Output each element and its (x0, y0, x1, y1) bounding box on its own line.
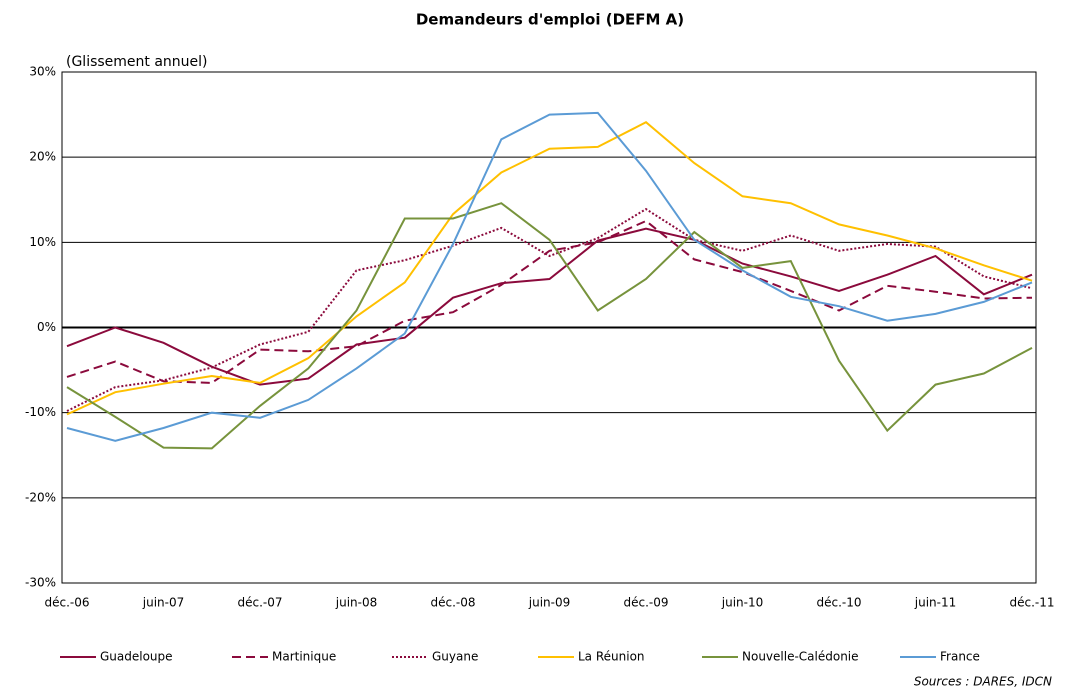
series-line (66, 202, 1033, 450)
x-tick-label: déc.-11 (1009, 596, 1054, 610)
y-tick-label: 30% (29, 65, 56, 79)
x-tick-label: juin-07 (142, 596, 184, 610)
y-tick-label: 20% (29, 150, 56, 164)
legend-label: Nouvelle-Calédonie (742, 650, 859, 664)
y-axis-label: (Glissement annuel) (66, 54, 208, 70)
series-line (66, 111, 1033, 442)
y-tick-label: -20% (25, 490, 56, 504)
x-tick-label: juin-08 (335, 596, 377, 610)
x-tick-label: déc.-07 (237, 596, 282, 610)
legend-label: France (940, 650, 980, 664)
x-tick-label: juin-09 (528, 596, 570, 610)
x-tick-label: juin-11 (914, 596, 956, 610)
x-tick-label: déc.-08 (430, 596, 475, 610)
x-tick-label: juin-10 (721, 596, 763, 610)
series-line (66, 227, 1033, 386)
y-tick-label: -30% (25, 576, 56, 590)
legend-label: Guadeloupe (100, 650, 173, 664)
source: Sources : DARES, IDCN (914, 675, 1052, 689)
legend-label: La Réunion (578, 650, 645, 664)
series-line (66, 207, 1033, 412)
chart-title: Demandeurs d'emploi (DEFM A) (416, 11, 684, 29)
series-line (66, 121, 1033, 416)
legend-label: Martinique (272, 650, 336, 664)
x-tick-label: déc.-10 (816, 596, 861, 610)
x-tick-label: déc.-09 (623, 596, 668, 610)
y-tick-label: 10% (29, 235, 56, 249)
y-tick-label: -10% (25, 405, 56, 419)
series-line (66, 219, 1033, 384)
y-tick-label: 0% (37, 320, 56, 334)
legend-label: Guyane (432, 650, 478, 664)
x-tick-label: déc.-06 (44, 596, 89, 610)
